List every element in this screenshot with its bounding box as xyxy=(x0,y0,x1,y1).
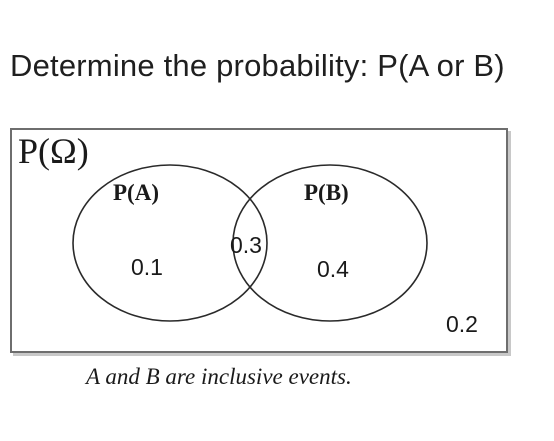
region-intersection-value: 0.3 xyxy=(230,232,262,258)
region-outside-value: 0.2 xyxy=(446,311,478,337)
set-a-label: P(A) xyxy=(113,180,159,205)
circle-a xyxy=(72,164,268,322)
circle-b xyxy=(232,164,428,322)
venn-caption: A and B are inclusive events. xyxy=(86,364,352,389)
set-b-label: P(B) xyxy=(304,180,349,205)
region-b-only-value: 0.4 xyxy=(317,256,349,282)
universe-label: P(Ω) xyxy=(18,131,89,171)
region-a-only-value: 0.1 xyxy=(131,254,163,280)
sample-space-box xyxy=(10,128,508,353)
question-text: Determine the probability: P(A or B) xyxy=(10,48,505,83)
